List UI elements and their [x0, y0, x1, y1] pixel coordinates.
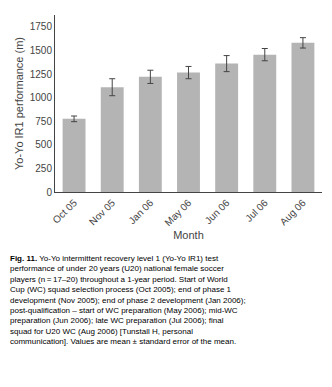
- svg-text:750: 750: [35, 116, 52, 127]
- svg-text:0: 0: [46, 187, 52, 198]
- svg-text:May 06: May 06: [162, 197, 193, 228]
- svg-text:1250: 1250: [30, 69, 53, 80]
- svg-text:Jun 06: Jun 06: [203, 197, 232, 226]
- svg-text:Aug 06: Aug 06: [278, 197, 308, 227]
- svg-text:Yo-Yo IR1 performance (m): Yo-Yo IR1 performance (m): [13, 37, 25, 170]
- svg-text:Oct 05: Oct 05: [50, 197, 79, 226]
- svg-text:500: 500: [35, 139, 52, 150]
- svg-text:Fig. 11. Yo-Yo intermittent re: Fig. 11. Yo-Yo intermittent recovery lev…: [10, 254, 246, 346]
- svg-text:Jul 06: Jul 06: [243, 197, 270, 224]
- svg-text:1750: 1750: [30, 21, 53, 32]
- svg-text:1000: 1000: [30, 92, 53, 103]
- svg-text:Jan 06: Jan 06: [126, 197, 155, 226]
- svg-text:1500: 1500: [30, 45, 53, 56]
- svg-text:250: 250: [35, 163, 52, 174]
- svg-text:Nov 05: Nov 05: [87, 197, 117, 227]
- svg-text:Month: Month: [173, 229, 204, 241]
